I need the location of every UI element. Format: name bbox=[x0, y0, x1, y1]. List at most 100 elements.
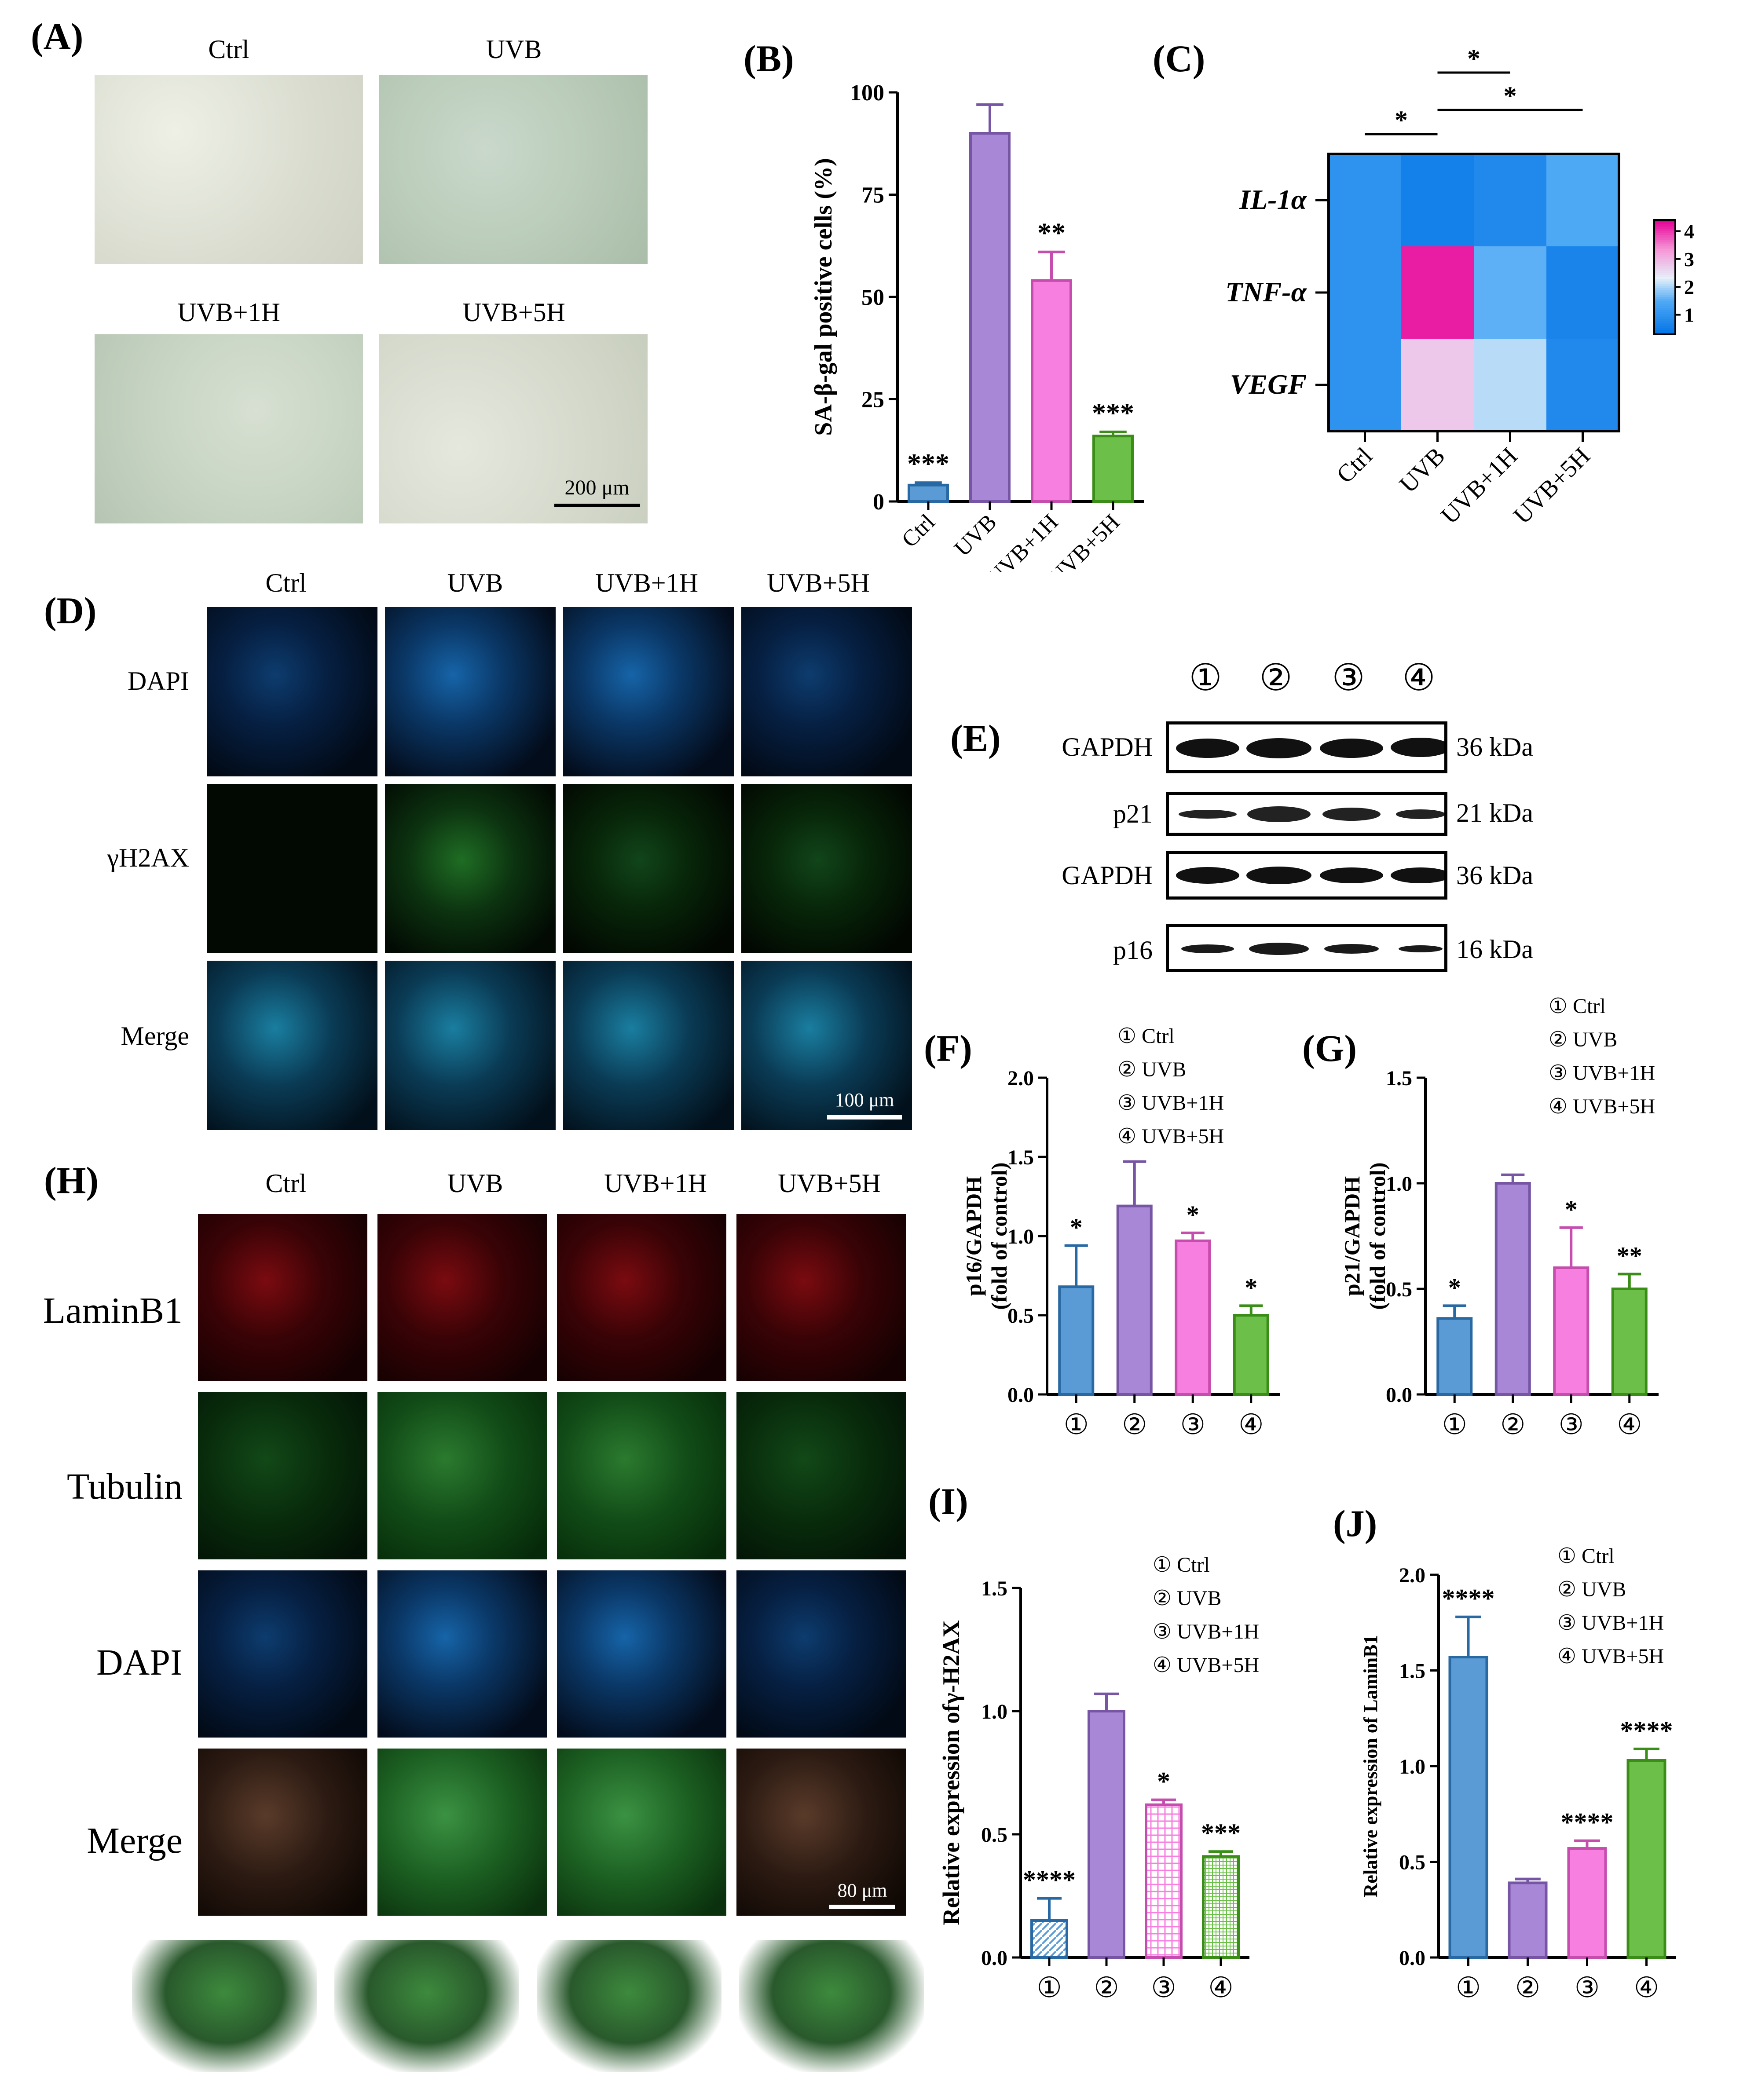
xlabel-B-2: UVB bbox=[950, 509, 1002, 561]
colorbar-seg bbox=[1654, 317, 1675, 319]
ytick-label-F: 1.0 bbox=[1007, 1225, 1034, 1248]
h-merge-uvb bbox=[377, 1749, 547, 1916]
colorbar-frame bbox=[1653, 219, 1676, 335]
scale-label-d: 100 μm bbox=[835, 1089, 894, 1111]
colorbar-seg bbox=[1654, 282, 1675, 284]
ytick-label-G: 1.5 bbox=[1386, 1067, 1412, 1090]
micrograph-uvb5h bbox=[379, 334, 648, 523]
heat-col-label-3: UVB+1H bbox=[1436, 442, 1523, 529]
xlabel-F-3: ③ bbox=[1180, 1409, 1205, 1440]
band-size-1: 36 kDa bbox=[1456, 732, 1533, 761]
ylabel-B: SA-β-gal positive cells (%) bbox=[810, 158, 837, 435]
bar-J-1 bbox=[1448, 1656, 1488, 1959]
colorbar-seg bbox=[1654, 249, 1675, 251]
ylabel-I: Relative expression ofγ-H2AX bbox=[938, 1620, 964, 1925]
scale-bar-d bbox=[827, 1115, 902, 1120]
h-tubulin-uvb5h bbox=[736, 1392, 906, 1559]
colorbar-seg bbox=[1654, 257, 1675, 260]
colorbar-seg bbox=[1654, 323, 1675, 326]
colorbar-seg bbox=[1654, 284, 1675, 286]
colorbar-seg bbox=[1654, 224, 1675, 227]
colorbar-seg bbox=[1654, 244, 1675, 247]
ytick-label-F: 2.0 bbox=[1007, 1067, 1034, 1090]
ylabel-J: Relative expression of LaminB1 bbox=[1360, 1635, 1381, 1898]
legend-i: ① Ctrl ② UVB ③ UVB+1H ④ UVB+5H bbox=[1153, 1548, 1259, 1682]
legend-f-item-3: ③ UVB+1H bbox=[1117, 1091, 1224, 1115]
sig-star-c-3: * bbox=[1504, 81, 1517, 110]
bar-B-2 bbox=[969, 132, 1011, 503]
panel-h-col-ctrl: Ctrl bbox=[265, 1169, 307, 1198]
panel-h-col-uvb1h: UVB+1H bbox=[604, 1169, 707, 1198]
heat-col-label-1: Ctrl bbox=[1331, 442, 1377, 488]
h-dapi-uvb1h bbox=[557, 1570, 726, 1738]
legend-j-item-1: ① Ctrl bbox=[1557, 1544, 1615, 1568]
legend-g: ① Ctrl ② UVB ③ UVB+1H ④ UVB+5H bbox=[1549, 990, 1655, 1123]
panel-d-col-uvb: UVB bbox=[447, 568, 503, 597]
colorbar-seg bbox=[1654, 288, 1675, 291]
legend-f: ① Ctrl ② UVB ③ UVB+1H ④ UVB+5H bbox=[1117, 1020, 1224, 1153]
legend-i-item-2: ② UVB bbox=[1153, 1587, 1222, 1610]
d-dapi-ctrl bbox=[207, 607, 377, 776]
heat-row-label-3: VEGF bbox=[1230, 369, 1307, 400]
panel-a-label-uvb5h: UVB+5H bbox=[462, 298, 565, 327]
xlabel-J-1: ① bbox=[1456, 1972, 1481, 2003]
heat-row-label-1: IL-1α bbox=[1239, 184, 1307, 215]
panel-label-b: (B) bbox=[743, 37, 794, 80]
ytick-label-F: 0.0 bbox=[1007, 1383, 1034, 1407]
xlabel-B-4: UVB+5H bbox=[1044, 509, 1125, 572]
xlabel-F-4: ④ bbox=[1238, 1409, 1264, 1440]
band-name-2: p21 bbox=[1113, 799, 1153, 828]
colorbar-seg bbox=[1654, 233, 1675, 236]
legend-f-item-1: ① Ctrl bbox=[1117, 1024, 1175, 1048]
colorbar-seg bbox=[1654, 235, 1675, 238]
blot-p16 bbox=[1166, 924, 1447, 972]
h-laminb1-uvb bbox=[377, 1214, 547, 1381]
bar-I-2 bbox=[1088, 1710, 1125, 1959]
colorbar-seg bbox=[1654, 273, 1675, 275]
ytick-label-J: 1.5 bbox=[1399, 1659, 1425, 1683]
xlabel-F-1: ① bbox=[1064, 1409, 1089, 1440]
bar-J-3 bbox=[1567, 1847, 1607, 1959]
panel-label-e: (E) bbox=[950, 717, 1001, 759]
colorbar-seg bbox=[1654, 304, 1675, 306]
heat-cell-3-1 bbox=[1329, 339, 1401, 431]
panel-label-d: (D) bbox=[44, 589, 97, 632]
panel-d-col-uvb5h: UVB+5H bbox=[767, 568, 870, 597]
lane-2: ② bbox=[1259, 658, 1293, 699]
significance-I-3: * bbox=[1157, 1767, 1170, 1796]
colorbar-seg bbox=[1654, 293, 1675, 295]
panel-d-row-merge: Merge bbox=[121, 1021, 189, 1050]
colorbar-seg bbox=[1654, 286, 1675, 289]
colorbar-seg bbox=[1654, 299, 1675, 302]
colorbar-seg bbox=[1654, 229, 1675, 231]
significance-F-3: * bbox=[1187, 1200, 1199, 1229]
legend-g-item-4: ④ UVB+5H bbox=[1549, 1095, 1655, 1118]
significance-B-3: ** bbox=[1037, 217, 1066, 249]
h-dapi-uvb bbox=[377, 1570, 547, 1738]
bar-J-2 bbox=[1508, 1881, 1548, 1959]
significance-I-4: *** bbox=[1201, 1818, 1241, 1848]
bar-G-3 bbox=[1553, 1266, 1590, 1396]
sig-star-c-2: * bbox=[1467, 44, 1480, 73]
chart-g: 0.0 0.5 1.0 1.5 p21/GAPDH (fold of control) * ①… bbox=[1340, 1067, 1659, 1440]
h-tubulin-uvb bbox=[377, 1392, 547, 1559]
colorbar-seg bbox=[1654, 227, 1675, 229]
d-merge-uvb bbox=[385, 961, 556, 1130]
panel-a-label-uvb1h: UVB+1H bbox=[177, 298, 280, 327]
panel-d-col-ctrl: Ctrl bbox=[265, 568, 307, 597]
panel-h-col-uvb5h: UVB+5H bbox=[778, 1169, 881, 1198]
heat-cell-1-3 bbox=[1474, 154, 1546, 246]
scale-bar-h bbox=[829, 1905, 895, 1909]
panel-label-i: (I) bbox=[928, 1480, 968, 1522]
colorbar-seg bbox=[1654, 255, 1675, 258]
xlabel-I-4: ④ bbox=[1208, 1972, 1233, 2003]
panel-a-label-uvb: UVB bbox=[486, 35, 542, 64]
colorbar-seg bbox=[1654, 231, 1675, 234]
bar-J-4 bbox=[1626, 1759, 1666, 1959]
panel-d-row-gh2ax: γH2AX bbox=[107, 843, 189, 872]
bar-I-4 bbox=[1202, 1855, 1240, 1959]
xlabel-J-4: ④ bbox=[1634, 1972, 1659, 2003]
colorbar-seg bbox=[1654, 222, 1675, 225]
xlabel-I-2: ② bbox=[1094, 1972, 1119, 2003]
heat-frame bbox=[1327, 153, 1620, 432]
